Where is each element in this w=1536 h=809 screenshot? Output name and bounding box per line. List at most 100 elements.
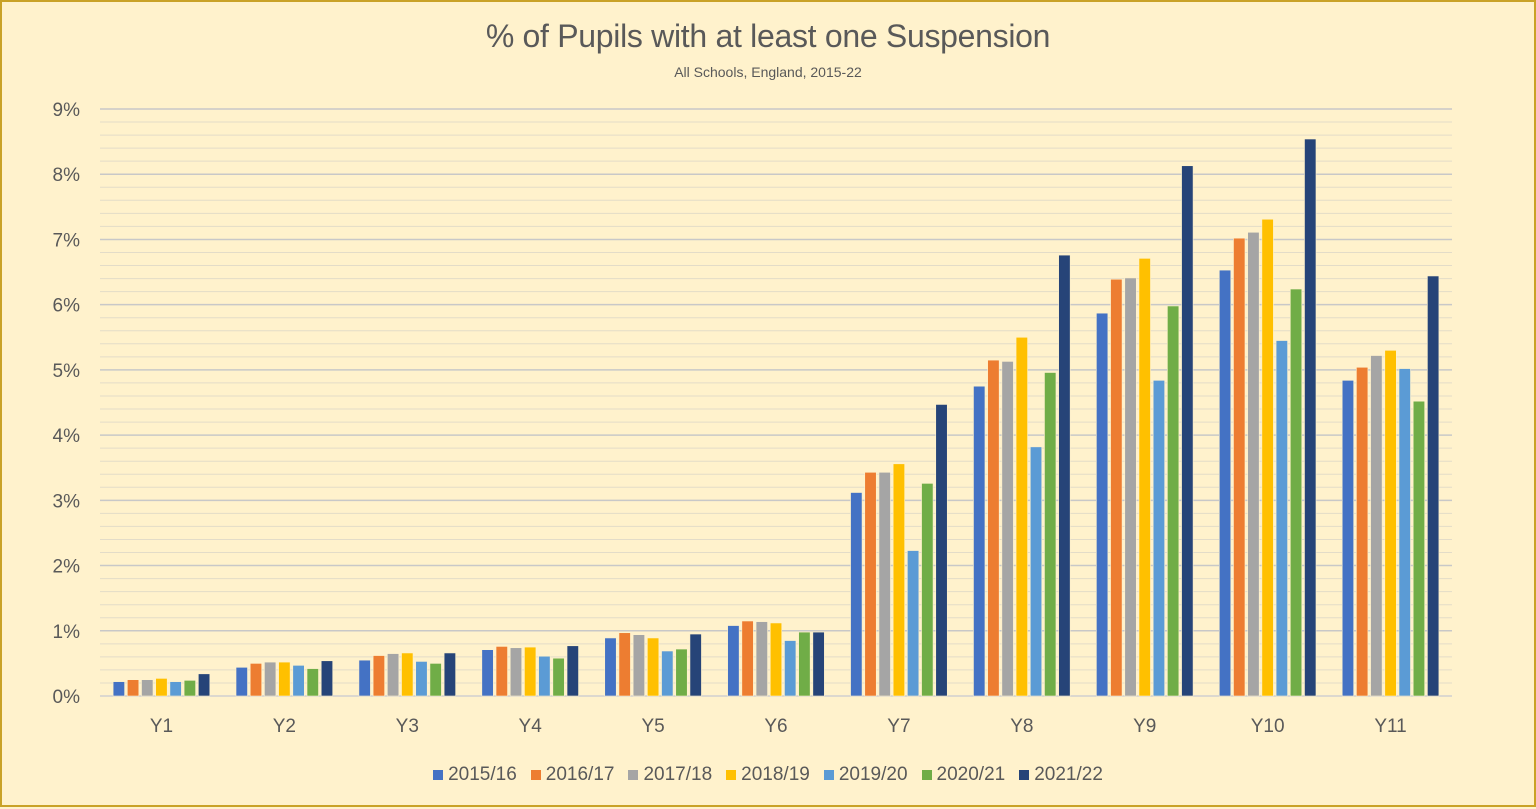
chart-subtitle: All Schools, England, 2015-22 xyxy=(674,64,862,80)
y-tick-label: 6% xyxy=(53,296,81,317)
bar xyxy=(278,661,291,697)
bar xyxy=(538,655,551,697)
bar xyxy=(784,640,797,697)
bar xyxy=(987,359,1000,697)
bar xyxy=(112,681,125,697)
legend-label: 2021/22 xyxy=(1034,764,1103,785)
legend-swatch-icon xyxy=(921,770,932,780)
bar xyxy=(1124,277,1137,697)
bar xyxy=(127,679,140,697)
legend-item: 2019/20 xyxy=(823,764,908,786)
bar xyxy=(850,492,863,697)
bar xyxy=(387,653,400,697)
bar xyxy=(566,645,579,697)
chart-title: % of Pupils with at least one Suspension xyxy=(485,18,1051,54)
bar xyxy=(1427,275,1440,697)
bar xyxy=(524,646,537,697)
bar xyxy=(1398,368,1411,697)
bar xyxy=(183,680,196,697)
bar xyxy=(306,668,319,697)
bar xyxy=(1247,231,1260,697)
legend-swatch-icon xyxy=(726,770,737,780)
legend-item: 2015/16 xyxy=(433,764,517,786)
y-tick-label: 1% xyxy=(53,622,81,643)
bar xyxy=(358,659,371,697)
bar xyxy=(661,650,674,697)
bar xyxy=(292,665,305,697)
bar xyxy=(907,550,920,697)
bar xyxy=(155,678,168,697)
y-tick-label: 8% xyxy=(53,165,81,186)
legend-label: 2020/21 xyxy=(936,764,1006,785)
legend-item: 2018/19 xyxy=(726,764,810,786)
bar xyxy=(1275,340,1288,697)
bar xyxy=(401,652,414,697)
x-tick-label: Y9 xyxy=(1133,716,1156,737)
bar xyxy=(1001,361,1014,697)
bar xyxy=(1261,218,1274,697)
bar xyxy=(798,631,811,697)
bar xyxy=(727,625,740,697)
legend-label: 2019/20 xyxy=(838,764,908,785)
legend: 2015/16 2016/17 2017/18 2018/19 2019/20 2020/… xyxy=(2,764,1534,786)
legend-item: 2020/21 xyxy=(921,764,1006,786)
bar xyxy=(973,385,986,697)
x-tick-label: Y4 xyxy=(519,716,543,737)
bar xyxy=(1304,138,1317,697)
x-tick-label: Y11 xyxy=(1374,716,1406,737)
bar xyxy=(169,681,182,697)
bar xyxy=(618,632,631,697)
bar xyxy=(864,471,877,697)
bar xyxy=(509,647,523,697)
bar xyxy=(1341,380,1354,697)
bar xyxy=(769,622,783,697)
bar xyxy=(1218,269,1232,697)
legend-label: 2017/18 xyxy=(643,764,713,785)
x-tick-label: Y2 xyxy=(273,716,296,737)
x-tick-label: Y5 xyxy=(641,716,664,737)
legend-item: 2021/22 xyxy=(1019,764,1103,786)
bar xyxy=(429,663,442,697)
bar xyxy=(198,673,211,697)
bar xyxy=(1412,400,1425,697)
y-tick-label: 7% xyxy=(53,230,81,251)
bar xyxy=(141,679,154,697)
legend-label: 2018/19 xyxy=(741,764,810,785)
bar xyxy=(1044,372,1057,697)
bar xyxy=(741,620,754,697)
bar xyxy=(1167,305,1180,697)
legend-swatch-icon xyxy=(823,770,834,780)
legend-item: 2016/17 xyxy=(530,764,615,786)
bar xyxy=(675,648,688,697)
legend-label: 2015/16 xyxy=(448,764,517,785)
bar xyxy=(1370,355,1383,697)
x-tick-label: Y6 xyxy=(764,716,787,737)
legend-label: 2016/17 xyxy=(545,764,615,785)
legend-swatch-icon xyxy=(1019,770,1030,780)
y-axis-labels: 0% 1% 2% 3% 4% 5% 6% 7% 8% 9% xyxy=(53,100,81,708)
y-tick-label: 5% xyxy=(53,361,81,382)
y-tick-label: 2% xyxy=(53,557,81,578)
bar xyxy=(604,637,617,697)
bar xyxy=(1356,366,1369,697)
legend-swatch-icon xyxy=(530,770,541,780)
bar xyxy=(1096,312,1109,697)
bar xyxy=(1289,288,1303,697)
bar xyxy=(689,633,702,697)
bar xyxy=(1138,258,1151,697)
bar xyxy=(878,471,891,697)
bar xyxy=(481,649,494,697)
x-axis-labels: Y1 Y2 Y3 Y4 Y5 Y6 Y7 Y8 Y9 Y10 Y11 xyxy=(150,716,1407,737)
bar xyxy=(372,655,385,697)
y-tick-label: 9% xyxy=(53,100,81,121)
bar xyxy=(935,404,948,697)
bar xyxy=(632,634,645,697)
bar xyxy=(552,657,565,697)
bar xyxy=(495,646,508,697)
bar xyxy=(1015,336,1028,697)
x-tick-label: Y8 xyxy=(1010,716,1033,737)
bar xyxy=(755,621,768,697)
bar xyxy=(812,631,825,697)
bar xyxy=(235,667,248,697)
